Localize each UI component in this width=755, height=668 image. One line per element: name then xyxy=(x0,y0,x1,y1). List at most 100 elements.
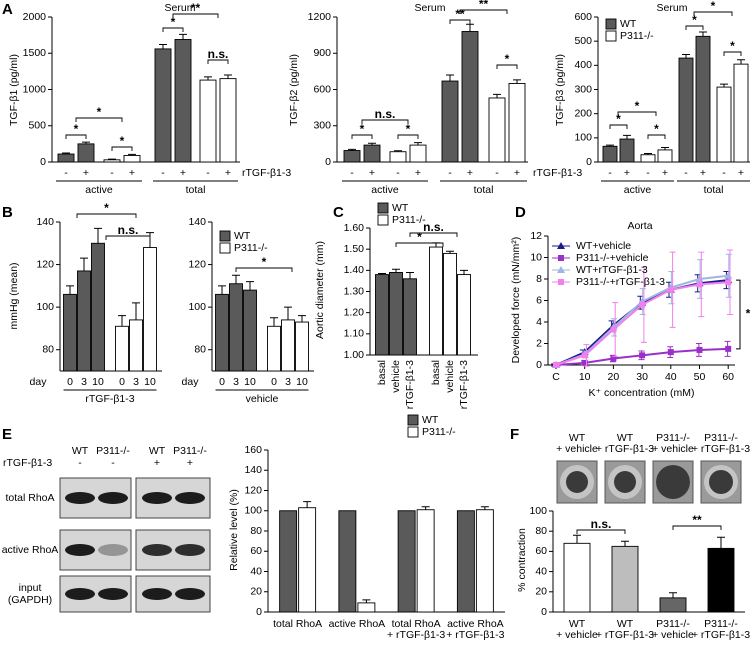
x-tick-label: - xyxy=(396,167,400,179)
legend-label: WT xyxy=(392,202,409,214)
bar xyxy=(659,597,687,613)
treatment-axis-label: rTGF-β1-3 xyxy=(533,167,582,179)
significance-bracket xyxy=(693,11,733,16)
row-label: total RhoA xyxy=(5,492,54,504)
significance-label: n.s. xyxy=(423,220,444,234)
marker xyxy=(639,352,646,359)
bar xyxy=(707,547,735,613)
x-tick-label: 50 xyxy=(694,371,706,383)
x-tick-label: P311-/- xyxy=(704,618,738,630)
error-bar xyxy=(414,142,422,146)
error-bar xyxy=(432,242,440,248)
y-tick-label: 1.50 xyxy=(344,243,365,255)
error-bar xyxy=(621,540,629,547)
x-tick-label: 3 xyxy=(81,376,87,388)
marker xyxy=(667,349,674,356)
bar xyxy=(229,283,243,372)
y-tick-label: 1500 xyxy=(23,47,47,59)
x-tick-label: 20 xyxy=(608,371,620,383)
bar xyxy=(243,289,257,372)
error-bar xyxy=(480,506,489,510)
x-tick-label: + rTGF-β1-3 xyxy=(692,629,750,641)
error-bar xyxy=(132,302,140,320)
marker xyxy=(558,279,564,285)
error-bar xyxy=(118,315,126,327)
y-tick-label: 500 xyxy=(574,35,592,47)
x-tick-label: + xyxy=(700,167,706,179)
bar xyxy=(733,63,749,163)
row-label: active RhoA xyxy=(2,544,59,556)
bar xyxy=(508,83,526,163)
bar xyxy=(129,319,143,372)
significance-label: * xyxy=(730,39,735,53)
marker xyxy=(557,242,565,249)
lane-treatment: - xyxy=(111,457,115,469)
error-bar xyxy=(246,281,254,291)
bar xyxy=(338,510,357,613)
y-tick-label: 140 xyxy=(244,464,262,476)
group-label: active xyxy=(85,184,113,196)
significance-bracket xyxy=(672,525,722,530)
x-tick-label: 3 xyxy=(285,376,291,388)
significance-bracket xyxy=(685,25,704,30)
error-bar xyxy=(368,142,376,146)
bar xyxy=(389,272,403,356)
significance-bracket xyxy=(617,111,657,116)
bar xyxy=(174,39,192,163)
significance-label: * xyxy=(171,15,176,29)
bar xyxy=(91,242,105,372)
error-bar xyxy=(720,83,728,88)
bar xyxy=(279,510,298,613)
marker xyxy=(581,352,588,359)
x-tick-label: - xyxy=(495,167,499,179)
x-tick-label: 0 xyxy=(219,376,225,388)
y-tick-label: 140 xyxy=(36,216,54,228)
significance-label: ** xyxy=(479,0,489,11)
x-tick-label: - xyxy=(448,167,452,179)
y-tick-label: 1.40 xyxy=(344,264,365,276)
error-bar xyxy=(421,506,430,510)
chart-title: Serum xyxy=(165,2,196,14)
y-tick-label: 1.10 xyxy=(344,328,365,340)
x-tick-label: basal xyxy=(430,360,442,385)
y-axis-label: Developed force (mN/mm²) xyxy=(510,237,522,364)
y-tick-label: 40 xyxy=(250,565,262,577)
lane-treatment: - xyxy=(78,457,82,469)
error-bar xyxy=(62,152,70,155)
error-bar xyxy=(661,147,669,150)
error-bar xyxy=(82,141,90,144)
bar xyxy=(281,319,295,372)
significance-label: * xyxy=(692,13,697,27)
x-tick-label: active RhoA xyxy=(447,618,504,630)
bar xyxy=(267,325,281,372)
bar xyxy=(640,154,656,163)
panel-letter: C xyxy=(333,204,344,221)
significance-label: ** xyxy=(455,7,465,21)
image-label: WT xyxy=(617,432,634,444)
x-tick-label: + vehicle xyxy=(652,629,694,641)
y-axis-label: % contraction xyxy=(516,528,528,592)
bar xyxy=(57,153,75,163)
gel-contracted xyxy=(656,465,690,499)
significance-label: n.s. xyxy=(208,47,229,61)
lane-genotype: WT xyxy=(149,445,166,457)
marker xyxy=(696,281,703,288)
y-tick-label: 4 xyxy=(536,316,542,328)
x-tick-label: 3 xyxy=(133,376,139,388)
y-axis-label: TGF-β1 (pg/ml) xyxy=(8,54,20,126)
y-tick-label: 500 xyxy=(28,120,46,132)
bar xyxy=(695,35,711,163)
y-tick-label: 300 xyxy=(574,83,592,95)
x-tick-label: - xyxy=(646,167,650,179)
y-axis-label: TGF-β3 (pg/ml) xyxy=(554,54,566,126)
error-bar xyxy=(128,153,136,156)
bar xyxy=(389,151,407,163)
significance-label: * xyxy=(262,255,267,269)
x-tick-label: basal xyxy=(376,360,388,385)
error-bar xyxy=(232,274,240,284)
bar xyxy=(357,602,376,613)
legend-swatch xyxy=(219,230,231,242)
x-tick-label: - xyxy=(684,167,688,179)
y-tick-label: 80 xyxy=(250,525,262,537)
